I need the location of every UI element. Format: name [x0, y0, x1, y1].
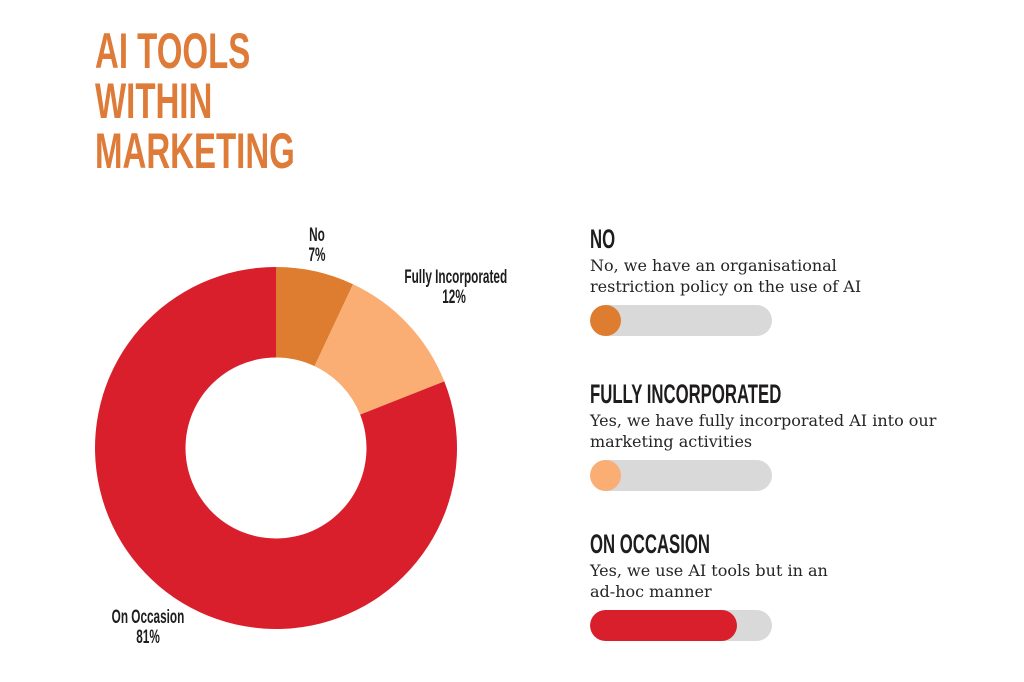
page-title: AI TOOLS WITHIN MARKETING: [95, 26, 295, 176]
slice-label-fully-incorporated: Fully Incorporated 12%: [404, 267, 508, 308]
legend-item: NO No, we have an organisational restric…: [590, 226, 970, 336]
legend-description-fully-incorporated: Yes, we have fully incorporated AI into …: [590, 410, 970, 452]
slice-label-no-name: No: [309, 225, 325, 246]
legend-description-on-occasion: Yes, we use AI tools but in an ad-hoc ma…: [590, 560, 970, 602]
legend-heading-on-occasion: ON OCCASION: [590, 529, 710, 559]
donut-chart: [95, 267, 457, 629]
legend-description-on-occasion-line-1: Yes, we use AI tools but in an: [590, 561, 828, 580]
slice-label-on-occasion-pct: 81%: [136, 627, 160, 648]
slice-label-fully-incorporated-name: Fully Incorporated: [404, 267, 508, 288]
slice-label-no-pct: 7%: [308, 245, 326, 266]
page-title-line-2: WITHIN: [95, 73, 213, 129]
slice-label-on-occasion-name: On Occasion: [111, 607, 185, 628]
legend-description-on-occasion-line-2: ad-hoc manner: [590, 582, 712, 601]
legend-description-no: No, we have an organisational restrictio…: [590, 255, 970, 297]
legend-heading-no: NO: [590, 224, 616, 254]
legend-track: [590, 305, 772, 336]
slice-label-fully-incorporated-pct: 12%: [442, 287, 466, 308]
legend-heading-fully-incorporated: FULLY INCORPORATED: [590, 379, 782, 409]
legend-track: [590, 460, 772, 491]
legend-description-no-line-2: restriction policy on the use of AI: [590, 277, 862, 296]
slice-label-no: No 7%: [292, 226, 342, 266]
legend-track: [590, 610, 772, 641]
legend-fill: [590, 460, 621, 491]
legend-item: ON OCCASION Yes, we use AI tools but in …: [590, 531, 970, 641]
donut-chart-container: [95, 267, 457, 629]
legend-description-no-line-1: No, we have an organisational: [590, 256, 837, 275]
legend-description-fully-incorporated-line-1: Yes, we have fully incorporated AI into …: [590, 411, 937, 430]
donut-slice-no: [276, 267, 354, 367]
donut-slice-on-occasion: [95, 267, 457, 629]
slice-label-on-occasion: On Occasion 81%: [111, 608, 185, 648]
page-title-line-1: AI TOOLS: [95, 23, 251, 79]
legend-fill: [590, 610, 737, 641]
page-title-line-3: MARKETING: [95, 123, 295, 179]
legend-item: FULLY INCORPORATED Yes, we have fully in…: [590, 381, 970, 491]
legend-fill: [590, 305, 621, 336]
donut-slice-fully-incorporated: [314, 284, 445, 415]
legend-description-fully-incorporated-line-2: marketing activities: [590, 432, 753, 451]
